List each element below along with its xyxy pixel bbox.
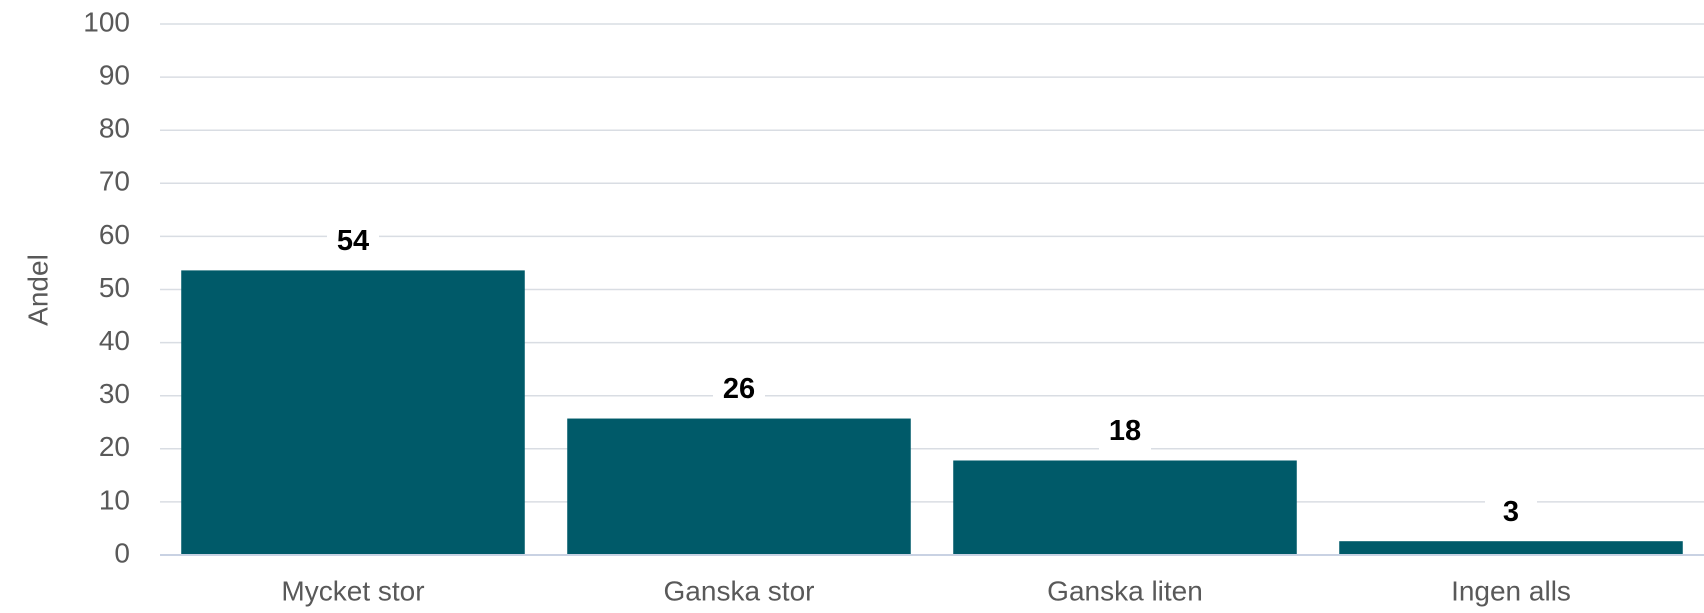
bar <box>953 460 1297 555</box>
data-label: 54 <box>337 225 369 257</box>
data-label-bg <box>327 224 379 261</box>
data-label-bg <box>713 372 765 409</box>
bar <box>567 418 911 555</box>
y-tick-label: 90 <box>99 59 130 90</box>
bar <box>1339 541 1683 555</box>
data-label: 26 <box>723 373 755 405</box>
y-tick-label: 30 <box>99 378 130 409</box>
x-tick-label: Ganska stor <box>664 575 815 606</box>
y-tick-label: 40 <box>99 325 130 356</box>
y-tick-label: 20 <box>99 431 130 462</box>
data-label: 18 <box>1109 415 1141 447</box>
data-label: 3 <box>1503 496 1519 528</box>
x-tick-label: Mycket stor <box>281 575 424 606</box>
x-tick-label: Ganska liten <box>1047 575 1203 606</box>
x-tick-label: Ingen alls <box>1451 575 1571 606</box>
y-tick-label: 100 <box>83 6 130 37</box>
data-label-bg <box>1485 495 1537 532</box>
y-tick-label: 50 <box>99 272 130 303</box>
y-tick-label: 70 <box>99 166 130 197</box>
bar <box>181 270 525 555</box>
y-axis-label: Andel <box>22 254 53 326</box>
y-tick-label: 60 <box>99 219 130 250</box>
y-tick-label: 10 <box>99 484 130 515</box>
data-label-bg <box>1099 414 1151 451</box>
y-tick-label: 0 <box>114 537 130 568</box>
y-tick-label: 80 <box>99 113 130 144</box>
